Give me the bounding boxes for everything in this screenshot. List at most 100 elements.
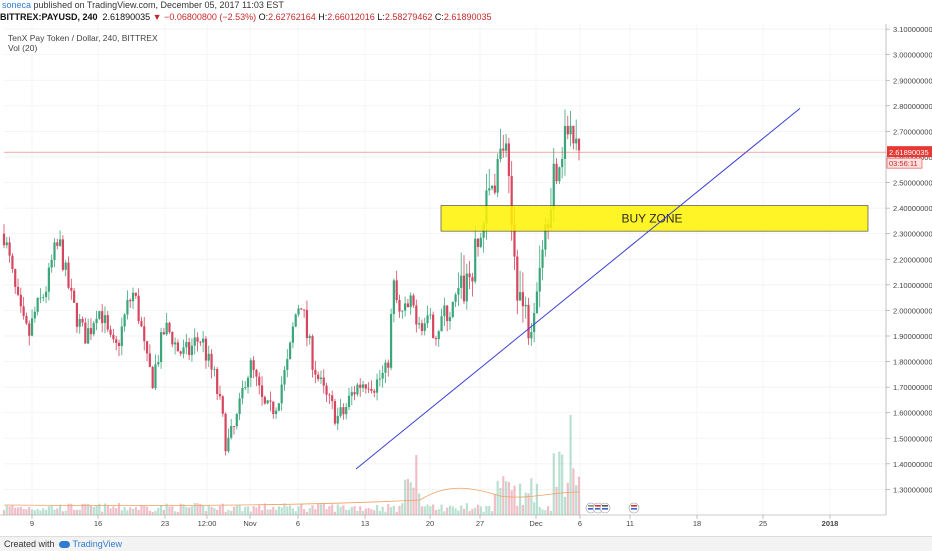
candle-body <box>204 338 208 361</box>
volume-bar <box>381 506 384 515</box>
time-axis[interactable]: 9 16 23 12:00 Nov 6 13 20 27 Dec 6 11 18 25 2018 <box>0 514 886 528</box>
volume-bar <box>283 503 286 515</box>
volume-bar <box>426 504 429 515</box>
volume-bar <box>185 506 188 515</box>
volume-bar <box>527 493 530 515</box>
volume-bar <box>84 503 87 515</box>
candle-body <box>106 315 109 330</box>
volume-bar <box>342 505 345 515</box>
candle-body <box>443 305 446 317</box>
volume-bar <box>398 505 401 515</box>
candle-body <box>157 361 160 365</box>
volume-bar <box>577 476 581 515</box>
volume-bar <box>471 508 474 515</box>
candle-body <box>25 315 28 324</box>
volume-bar <box>359 506 362 515</box>
candle-body <box>504 143 508 151</box>
volume-bar <box>87 503 90 515</box>
candle-body <box>448 317 452 322</box>
candle-body <box>232 426 236 427</box>
publisher-link[interactable]: soneca <box>2 0 32 10</box>
volume-bar <box>401 503 404 515</box>
volume-bar <box>502 476 505 515</box>
volume-bar <box>67 503 70 515</box>
volume-bar <box>319 504 323 515</box>
candle-body <box>227 437 230 452</box>
candle-body <box>159 332 163 362</box>
candle-body <box>58 239 62 246</box>
volume-bar <box>25 509 28 515</box>
candle-body <box>434 338 438 340</box>
volume-bar <box>258 504 261 515</box>
candle-body <box>412 295 415 306</box>
volume-bar <box>129 507 132 515</box>
candlestick-chart[interactable]: BUY ZONE 3.10000000 3.00000000 2.90000000 2… <box>0 24 932 536</box>
volume-bar <box>549 511 553 515</box>
candle-body <box>558 167 561 182</box>
x-tick-label: 6 <box>296 519 300 528</box>
volume-bar <box>188 507 191 515</box>
candle-body <box>575 138 578 144</box>
candle-body <box>566 125 569 135</box>
flag-stripe <box>631 505 637 507</box>
candle-body <box>356 384 359 395</box>
volume-bar <box>460 505 463 515</box>
volume-bar <box>510 490 513 515</box>
candle-body <box>221 396 224 414</box>
volume-bar <box>406 478 410 515</box>
volume-bar <box>524 492 527 515</box>
candle-body <box>370 388 373 391</box>
candle-body <box>199 341 202 343</box>
volume-legend: Vol (20) <box>8 43 38 53</box>
volume-bar <box>353 506 356 515</box>
event-markers[interactable] <box>585 502 640 514</box>
volume-bar <box>64 510 67 515</box>
candle-body <box>213 369 216 370</box>
volume-bar <box>412 487 415 515</box>
candle-body <box>16 286 20 295</box>
volume-bar <box>42 508 45 515</box>
volume-bar <box>468 511 471 515</box>
candle-body <box>28 323 31 336</box>
price-axis[interactable]: 3.10000000 3.00000000 2.90000000 2.80000000… <box>885 24 932 515</box>
candle-body <box>336 415 339 424</box>
countdown-label: 03:56:11 <box>889 159 918 168</box>
candle-body <box>129 300 132 302</box>
volume-bar <box>572 468 575 515</box>
candle-body <box>238 398 241 415</box>
trend-line[interactable] <box>355 108 801 470</box>
close-label: C: <box>434 12 444 22</box>
candle-body <box>288 342 292 360</box>
x-tick-label: Nov <box>243 519 257 528</box>
x-tick-label: Dec <box>529 519 543 528</box>
volume-bars <box>2 415 581 515</box>
volume-bar <box>569 415 572 515</box>
countdown-tag <box>886 157 923 169</box>
volume-bar <box>244 506 247 515</box>
candle-body <box>39 297 42 299</box>
candle-body <box>311 336 314 370</box>
volume-bar <box>356 510 359 515</box>
candle-body <box>555 163 558 182</box>
open-label: O: <box>258 12 269 22</box>
volume-bar <box>370 509 373 515</box>
volume-bar <box>294 511 297 515</box>
candle-body <box>224 413 227 452</box>
candle-body <box>145 341 149 354</box>
volume-ma-line <box>3 487 580 506</box>
last-price-tag <box>887 146 932 158</box>
flag-stripe <box>595 508 601 510</box>
candle-body <box>241 387 244 399</box>
candle-body <box>454 294 457 302</box>
volume-bar <box>364 508 367 515</box>
volume-bar <box>159 505 163 515</box>
volume-bar <box>112 506 115 515</box>
volume-bar <box>272 506 275 515</box>
footer: Created with TradingView <box>0 536 932 551</box>
volume-bar <box>443 511 446 515</box>
candle-body <box>384 362 387 373</box>
chart-area[interactable]: BUY ZONE 3.10000000 3.00000000 2.90000000 2… <box>0 24 932 536</box>
x-tick-label: 6 <box>578 519 582 528</box>
tradingview-link[interactable]: TradingView <box>72 539 123 549</box>
candle-body <box>524 304 527 307</box>
